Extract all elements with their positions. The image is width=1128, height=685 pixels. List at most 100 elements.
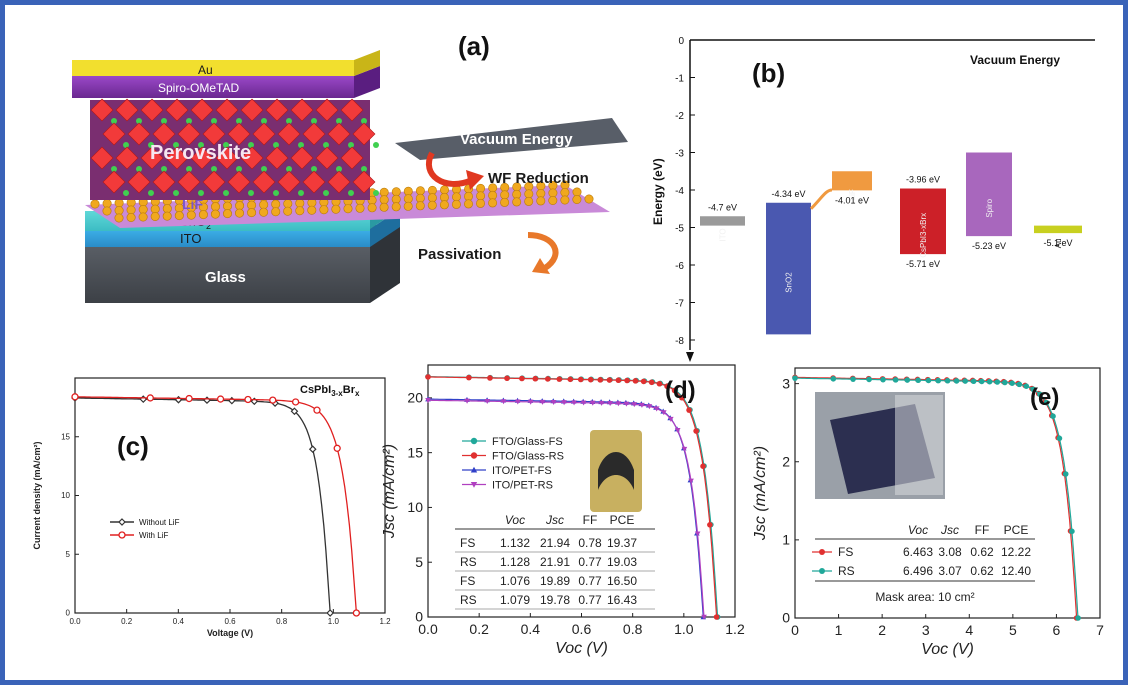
lif-atom <box>235 201 245 211</box>
perovskite-octahedron <box>227 170 251 194</box>
lif-atom <box>223 201 233 211</box>
perovskite-a-site <box>311 166 317 172</box>
au-side <box>354 50 380 76</box>
perovskite-octahedra <box>90 98 379 196</box>
perovskite-a-site <box>111 166 117 172</box>
lif-atom <box>114 198 124 208</box>
perovskite-octahedron <box>290 146 314 170</box>
perovskite-a-site <box>311 118 317 124</box>
perovskite-octahedron <box>327 122 351 146</box>
passivation-arrow-head <box>532 258 550 274</box>
lif-atom <box>584 194 594 204</box>
lif-atom <box>403 194 413 204</box>
perovskite-octahedron <box>252 170 276 194</box>
perovskite-octahedron <box>265 146 289 170</box>
perovskite-a-site <box>348 142 354 148</box>
lif-atom <box>536 196 546 206</box>
perovskite-a-site <box>198 142 204 148</box>
perovskite-octahedron <box>152 122 176 146</box>
perovskite-a-site <box>298 190 304 196</box>
perovskite-a-site <box>211 118 217 124</box>
perovskite-octahedron <box>252 122 276 146</box>
lif-atom <box>367 203 377 213</box>
perovskite-a-site <box>336 166 342 172</box>
lif-atom <box>331 204 341 214</box>
spiro-side <box>354 66 380 98</box>
lif-atom <box>223 209 233 219</box>
perovskite-octahedron <box>102 122 126 146</box>
lif-atom <box>162 211 172 221</box>
au-layer <box>72 60 354 76</box>
lif-atom <box>512 197 522 207</box>
lif-atom <box>295 206 305 216</box>
passivation-label: Passivation <box>418 246 501 263</box>
perovskite-octahedron <box>115 146 139 170</box>
lif-atom <box>427 200 437 210</box>
lif-atom <box>476 191 486 201</box>
perovskite-octahedron <box>340 98 364 122</box>
perovskite-octahedron <box>90 146 114 170</box>
perovskite-a-site <box>323 142 329 148</box>
lif-atom <box>463 191 473 201</box>
lif-atom <box>259 200 269 210</box>
perovskite-octahedron <box>352 170 376 194</box>
lif-atom <box>512 189 522 199</box>
lif-atom <box>451 192 461 202</box>
perovskite-octahedron <box>240 98 264 122</box>
perovskite-a-site <box>373 142 379 148</box>
lif-atom <box>210 209 220 219</box>
perovskite-octahedron <box>277 170 301 194</box>
perovskite-octahedron <box>115 98 139 122</box>
lif-atom <box>379 195 389 205</box>
lif-atom <box>427 193 437 203</box>
lif-atom <box>343 204 353 214</box>
perovskite-a-site <box>248 142 254 148</box>
perovskite-a-site <box>111 118 117 124</box>
perovskite-a-site <box>361 118 367 124</box>
lif-atom <box>271 207 281 217</box>
lif-atom <box>488 198 498 208</box>
perovskite-octahedron <box>177 170 201 194</box>
perovskite-octahedron <box>302 170 326 194</box>
perovskite-octahedron <box>340 146 364 170</box>
perovskite-a-site <box>336 118 342 124</box>
perovskite-octahedron <box>315 146 339 170</box>
lif-atom <box>488 190 498 200</box>
perovskite-a-site <box>223 190 229 196</box>
perovskite-octahedron <box>140 98 164 122</box>
lif-atom <box>475 198 485 208</box>
lif-atom <box>102 199 112 209</box>
perovskite-a-site <box>148 190 154 196</box>
perovskite-octahedron <box>215 146 239 170</box>
lif-atom <box>283 199 293 209</box>
lif-atom <box>114 213 124 223</box>
perovskite-a-site <box>236 166 242 172</box>
spiro-layer <box>72 76 354 98</box>
lif-atom <box>186 210 196 220</box>
perovskite-a-site <box>136 118 142 124</box>
perovskite-a-site <box>123 142 129 148</box>
lif-atom <box>560 195 570 205</box>
passivation-arrow <box>527 232 559 271</box>
perovskite-octahedron <box>352 122 376 146</box>
lif-atom <box>247 208 257 218</box>
perovskite-octahedron <box>190 98 214 122</box>
panel-a-label: (a) <box>458 31 490 61</box>
lif-atom <box>283 206 293 216</box>
lif-atom <box>403 201 413 211</box>
perovskite-a-site <box>373 190 379 196</box>
perovskite-a-site <box>261 118 267 124</box>
perovskite-octahedron <box>190 146 214 170</box>
perovskite-a-site <box>211 166 217 172</box>
au-label: Au <box>198 63 213 77</box>
perovskite-a-site <box>323 190 329 196</box>
ito-layer <box>85 229 370 247</box>
lif-atom <box>90 199 100 209</box>
lif-atom <box>463 199 473 209</box>
lif-atom <box>439 200 449 210</box>
lif-atom <box>102 206 112 216</box>
perovskite-label: Perovskite <box>150 142 251 164</box>
lif-atom <box>162 204 172 214</box>
perovskite-a-site <box>136 166 142 172</box>
lif-atom <box>415 186 425 196</box>
